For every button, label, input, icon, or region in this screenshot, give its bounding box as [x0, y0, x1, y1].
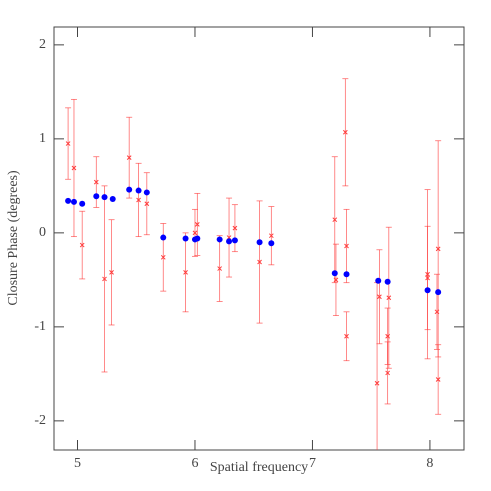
- model-point: [135, 187, 142, 194]
- x-tick-label: 6: [191, 456, 198, 471]
- model-point: [384, 278, 391, 285]
- model-point: [65, 197, 72, 204]
- model-point: [93, 193, 100, 200]
- data-point: [374, 380, 380, 386]
- data-point: [333, 277, 339, 283]
- data-point: [93, 179, 99, 185]
- data-point: [425, 275, 430, 281]
- data-point: [109, 269, 114, 275]
- data-point: [386, 295, 392, 301]
- data-point: [342, 129, 348, 135]
- data-point: [332, 217, 338, 223]
- data-point: [232, 225, 238, 231]
- model-point: [109, 196, 116, 203]
- model-point: [126, 186, 133, 193]
- model-point: [331, 270, 338, 277]
- model-point: [79, 200, 86, 207]
- y-tick-label: -2: [34, 413, 46, 428]
- model-point: [70, 198, 77, 205]
- data-point: [79, 242, 85, 248]
- x-tick-label: 7: [309, 456, 316, 471]
- y-axis-label: Closure Phase (degrees): [6, 170, 21, 306]
- data-point: [435, 377, 441, 382]
- model-point: [216, 236, 223, 243]
- data-point: [435, 246, 441, 252]
- data-point: [71, 165, 77, 171]
- model-point: [375, 277, 382, 284]
- plot-frame: [53, 26, 465, 451]
- y-tick-label: 2: [39, 37, 46, 52]
- data-point: [194, 222, 200, 227]
- data-point: [344, 333, 349, 339]
- data-point: [183, 269, 188, 275]
- model-point: [143, 189, 150, 196]
- data-point: [65, 141, 71, 146]
- data-point: [192, 230, 198, 236]
- data-point: [268, 233, 274, 239]
- model-point: [424, 287, 431, 294]
- model-point: [182, 235, 189, 242]
- model-point: [226, 238, 233, 245]
- x-tick-label: 5: [74, 456, 81, 471]
- model-point: [435, 289, 442, 296]
- y-tick-label: 1: [39, 131, 46, 146]
- model-point: [343, 271, 350, 278]
- data-point: [385, 370, 390, 376]
- data-point: [385, 333, 390, 339]
- data-point: [102, 276, 107, 282]
- data-point: [136, 197, 141, 203]
- x-axis-label: Spatial frequency: [210, 460, 308, 475]
- data-point: [257, 259, 262, 265]
- model-point: [101, 194, 108, 201]
- y-tick-label: -1: [34, 319, 46, 334]
- model-point: [194, 235, 201, 242]
- x-tick-label: 8: [426, 456, 433, 471]
- data-point: [126, 155, 132, 161]
- model-point: [231, 237, 238, 244]
- model-point: [160, 234, 167, 241]
- model-point: [268, 240, 275, 247]
- data-point: [344, 243, 349, 249]
- model-point: [256, 239, 263, 246]
- data-point: [377, 294, 382, 300]
- y-tick-label: 0: [39, 225, 46, 240]
- data-point: [160, 254, 166, 260]
- data-point: [144, 201, 150, 207]
- data-point: [217, 266, 222, 271]
